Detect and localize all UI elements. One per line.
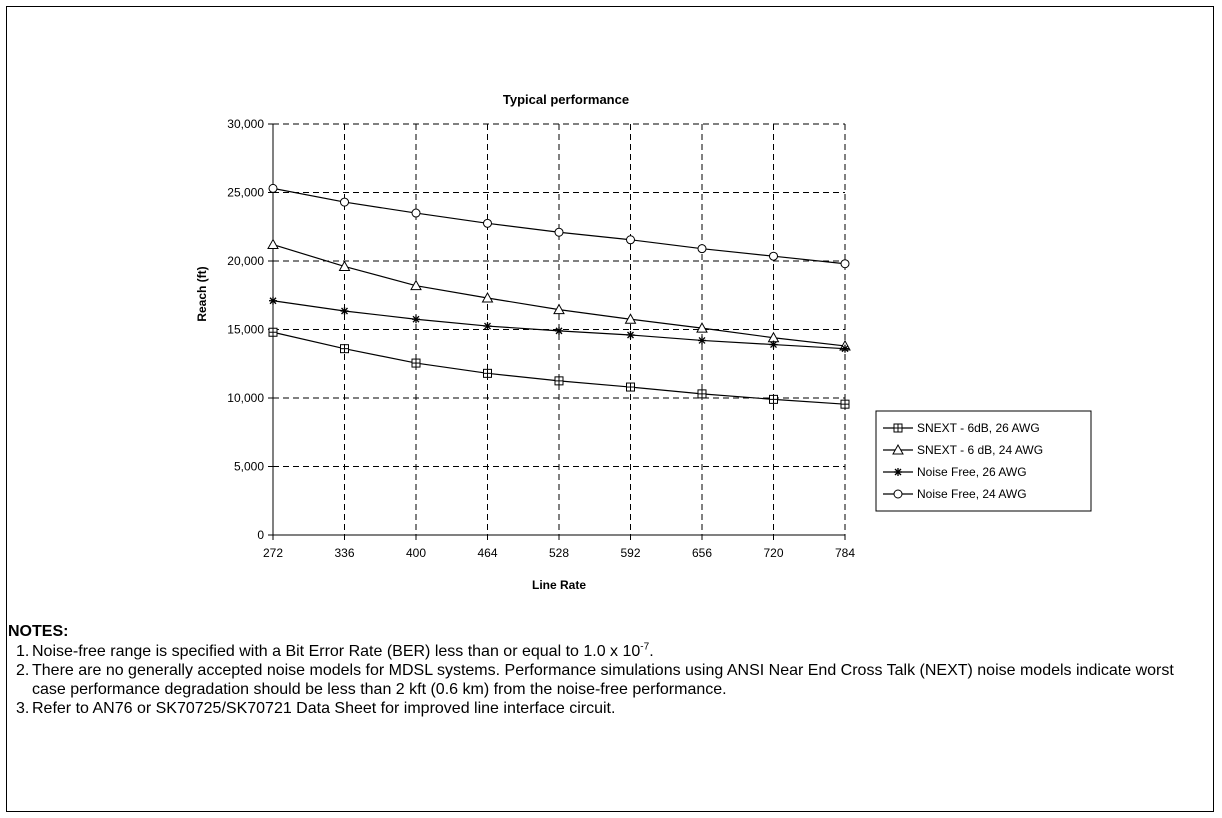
x-tick-label: 720 [763,546,783,560]
y-tick-label: 5,000 [234,460,264,474]
y-axis-label: Reach (ft) [195,266,209,321]
legend-label: Noise Free, 26 AWG [917,465,1027,479]
tick-labels: 0 5,000 10,000 15,000 20,000 25,000 30,000 272 3… [227,117,855,560]
data-point [338,260,351,271]
legend-label: Noise Free, 24 AWG [917,487,1027,501]
legend-marker [893,489,903,499]
data-point [481,291,494,303]
data-point [268,327,278,337]
data-point [269,296,277,305]
note-number: 2. [16,662,30,679]
data-point [769,251,778,261]
note-item: 1. Noise-free range is specified with a … [8,642,1203,661]
data-point [697,389,707,399]
note-text: Refer to AN76 or SK70725/SK70721 Data Sh… [32,700,616,717]
data-point [340,197,349,207]
data-point [696,322,708,333]
note-text: There are no generally accepted noise mo… [32,662,1174,698]
data-point [483,368,492,378]
y-tick-label: 30,000 [227,117,264,131]
data-point [626,235,635,245]
data-point [697,244,707,254]
note-text: Noise-free range is specified with a Bit… [32,643,641,660]
x-axis-label: Line Rate [532,578,586,592]
data-point [769,394,778,404]
y-tick-label: 25,000 [227,186,264,200]
data-point [555,326,563,335]
data-point [553,303,565,315]
data-point [483,218,492,228]
legend-label: SNEXT - 6dB, 26 AWG [917,421,1040,435]
data-point [267,238,279,250]
note-number: 1. [16,643,30,660]
legend-marker [894,468,902,476]
legend: SNEXT - 6dB, 26 AWG SNEXT - 6 dB, 24 AWG N… [875,410,1092,512]
x-tick-label: 784 [835,546,855,560]
data-point [554,227,564,237]
data-point [340,344,349,354]
x-tick-label: 592 [620,546,640,560]
data-point [268,183,278,193]
data-point [554,376,564,386]
legend-marker [892,443,904,455]
x-tick-label: 336 [334,546,354,560]
note-number: 3. [16,700,30,717]
x-tick-label: 528 [549,546,569,560]
page-frame [6,6,1214,812]
legend-label: SNEXT - 6 dB, 24 AWG [917,443,1043,457]
note-item: 2. There are no generally accepted noise… [8,661,1203,699]
axes [268,123,846,540]
data-point [698,336,706,345]
data-point [412,315,420,324]
data-point [626,382,635,392]
data-point [840,399,850,409]
notes-heading: NOTES: [8,623,69,640]
data-point [411,358,421,368]
data-point [769,340,778,349]
x-tick-label: 464 [477,546,497,560]
y-tick-label: 20,000 [227,254,264,268]
y-tick-label: 15,000 [227,323,264,337]
note-superscript: -7 [640,641,650,653]
data-point [626,330,635,339]
data-point [841,344,849,353]
legend-marker [893,423,903,433]
note-item: 3. Refer to AN76 or SK70725/SK70721 Data… [8,699,1203,718]
notes-section: NOTES: 1. Noise-free range is specified … [8,622,1203,718]
data-point [840,259,850,269]
series-lines [267,183,851,409]
x-tick-label: 400 [406,546,426,560]
x-tick-label: 272 [263,546,283,560]
data-point [411,208,421,218]
data-point [483,322,492,331]
x-tick-label: 656 [692,546,712,560]
chart-title: Typical performance [503,92,629,107]
data-point [340,307,349,316]
y-tick-label: 0 [257,528,264,542]
data-point [624,313,637,324]
data-point [410,279,422,291]
line-chart: Typical performance 0 5,000 10,000 15,000 20… [195,92,1092,592]
note-suffix: . [649,643,654,660]
y-tick-label: 10,000 [227,391,264,405]
